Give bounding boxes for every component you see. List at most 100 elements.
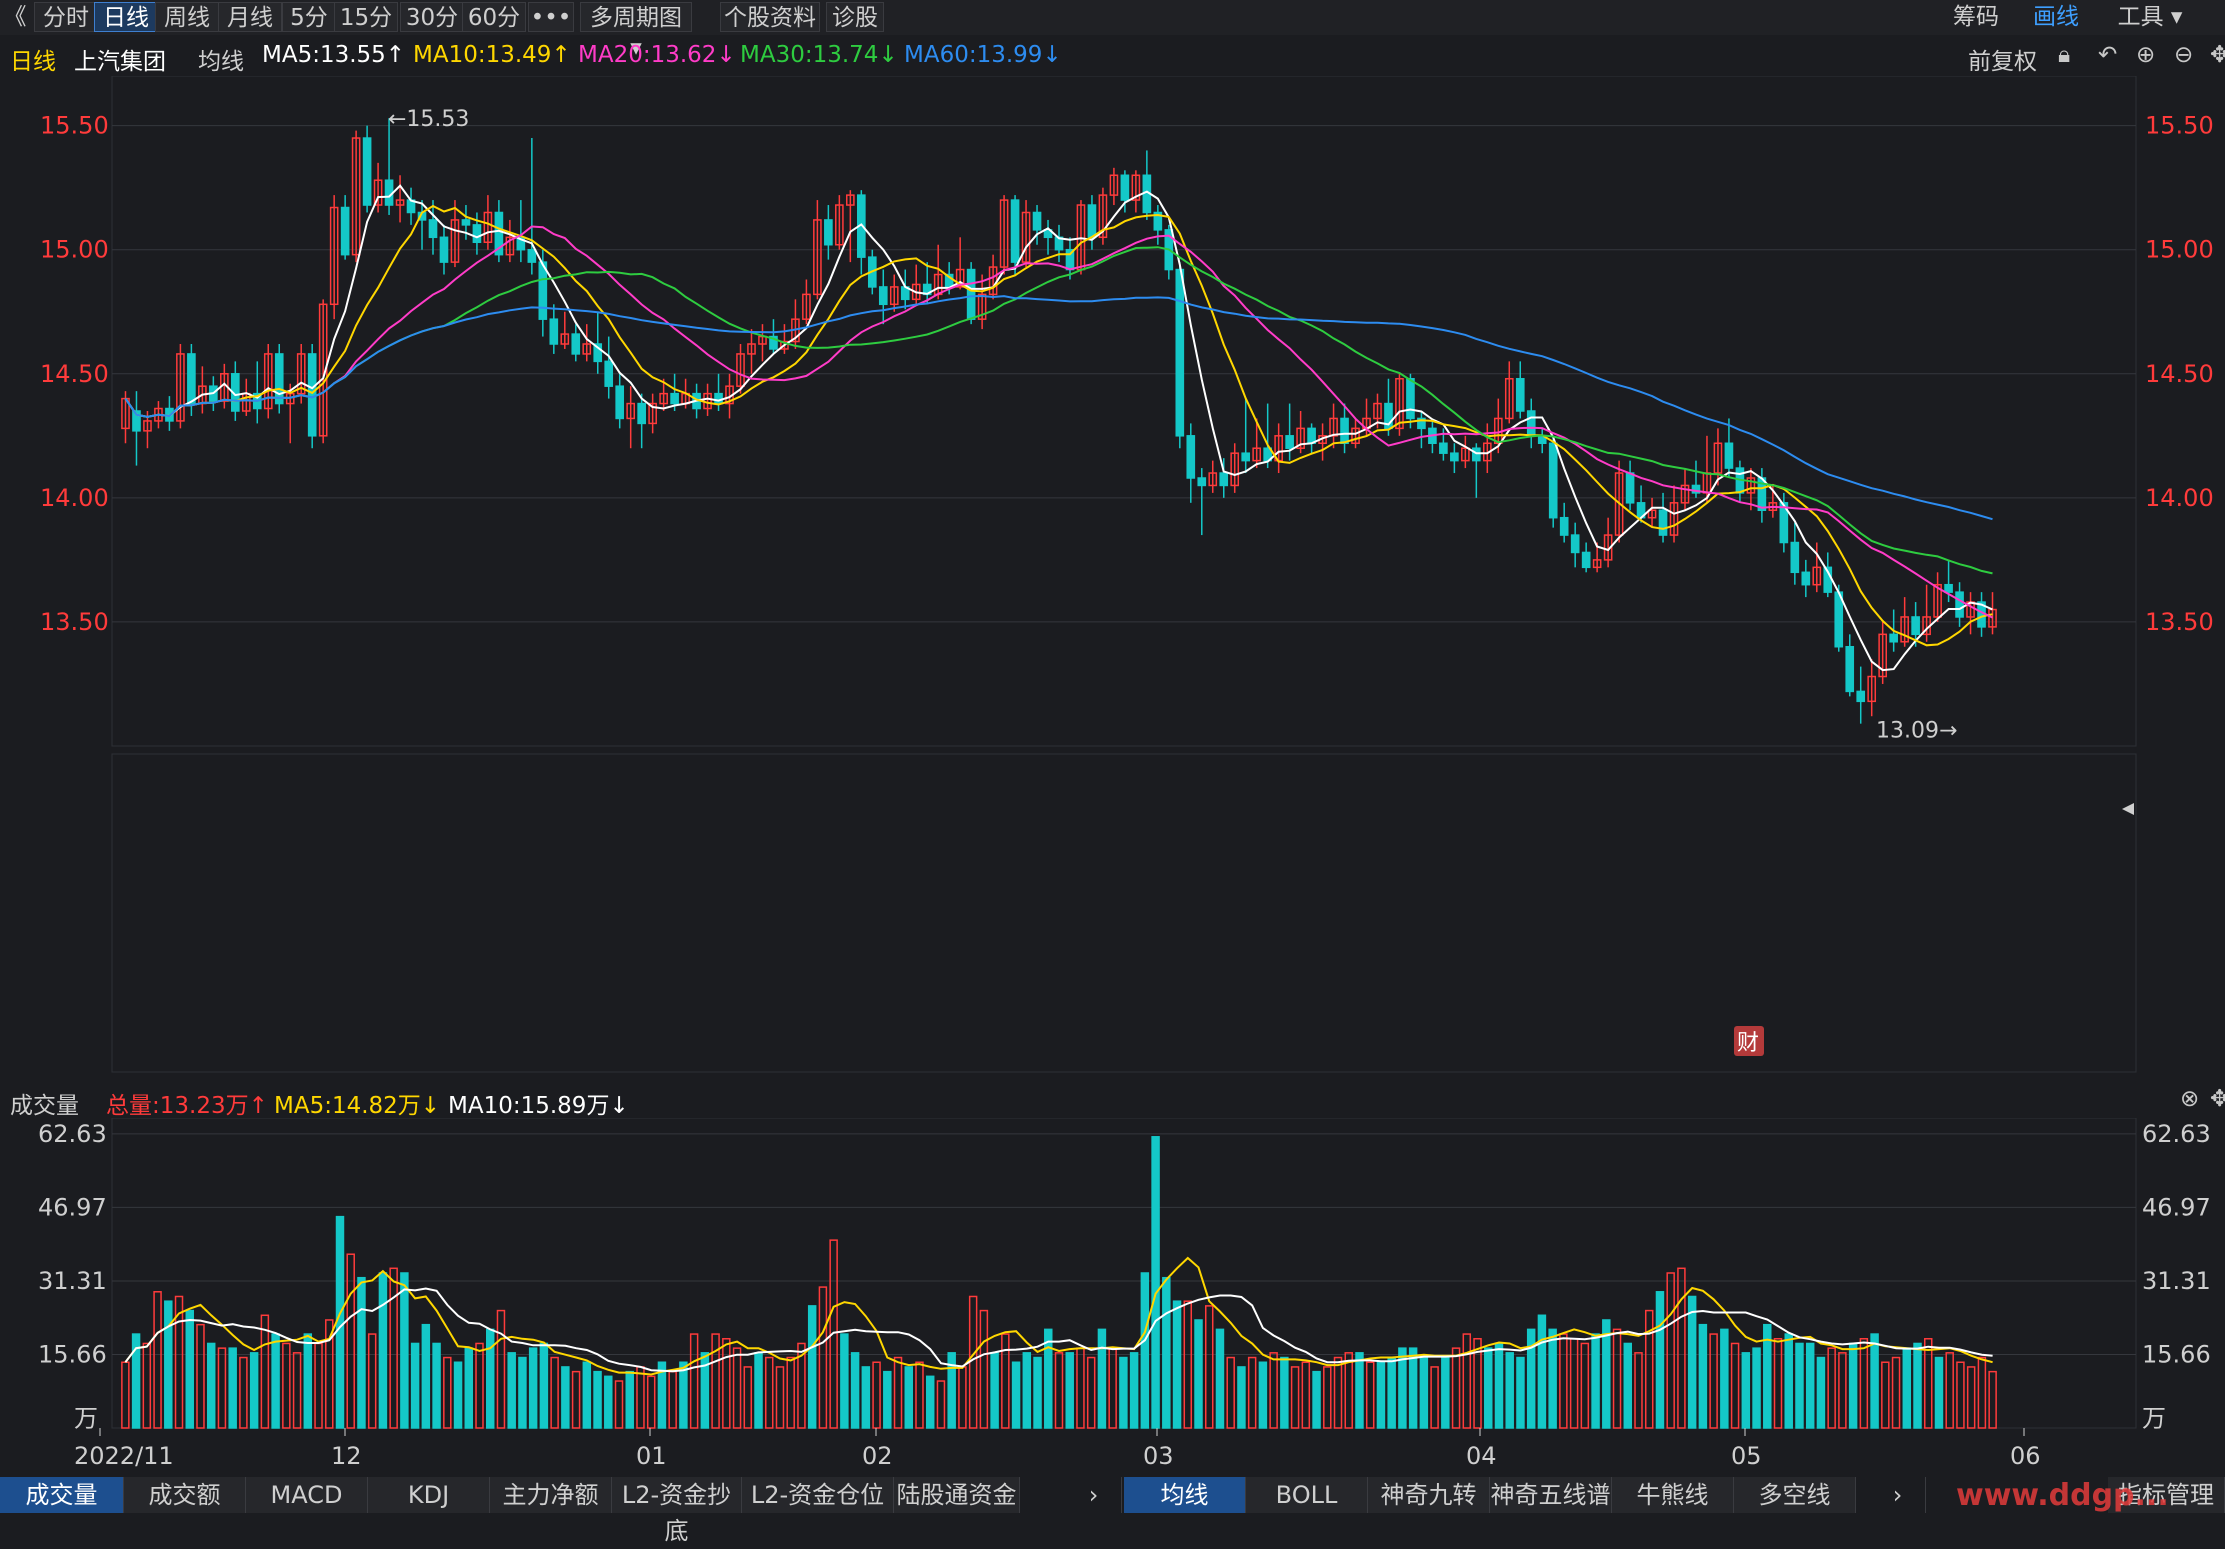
tab-8[interactable]: ••• (528, 2, 574, 32)
volume-bar (1462, 1333, 1472, 1429)
candle (1472, 447, 1481, 462)
volume-bar (1516, 1356, 1525, 1429)
chevron-right-icon[interactable]: › (1870, 1477, 1926, 1513)
candle (340, 206, 350, 256)
ma-tab-0[interactable]: 均线 (1124, 1477, 1246, 1513)
volume-bar (593, 1370, 602, 1429)
chevron-right-icon[interactable]: › (1066, 1477, 1122, 1513)
candle (1944, 583, 1953, 593)
chips-button[interactable]: 筹码 (1953, 4, 1999, 30)
candle (1867, 675, 1877, 703)
indicator-manage-button[interactable]: 指标管理 (2108, 1477, 2225, 1513)
tab-3[interactable]: 月线 (218, 2, 282, 32)
volume-bar (1591, 1333, 1600, 1429)
drag-handle-icon[interactable]: ✥ (2210, 42, 2225, 68)
tab-0[interactable]: 分时 (34, 2, 98, 32)
volume-bar (1097, 1328, 1107, 1429)
zoom-out-icon[interactable]: ⊖ (2174, 42, 2194, 68)
volume-bar (1891, 1356, 1901, 1429)
ma-tab-1[interactable]: BOLL (1246, 1477, 1368, 1513)
candle (1131, 174, 1141, 201)
candle (1395, 377, 1404, 430)
volume-bar (1805, 1342, 1815, 1429)
candle (1713, 442, 1723, 474)
tab-6[interactable]: 30分 (400, 2, 464, 32)
tab-5[interactable]: 15分 (334, 2, 398, 32)
candle (373, 179, 383, 206)
y-tick-right: 15.66 (2142, 1340, 2211, 1368)
volume-bar (1387, 1356, 1396, 1429)
volume-bar (1666, 1272, 1675, 1429)
undo-icon[interactable]: ↶ (2098, 42, 2118, 68)
volume-bar (539, 1342, 549, 1429)
tab-10[interactable]: 个股资料 (720, 2, 820, 32)
volume-bar (1301, 1361, 1311, 1429)
volume-bar (292, 1352, 302, 1429)
tab-9[interactable]: 多周期图 ▾ (580, 2, 692, 61)
candle (1515, 377, 1525, 412)
volume-bar (947, 1352, 956, 1429)
adjust-selector[interactable]: 前复权 (1968, 49, 2037, 75)
volume-label: 成交量 (10, 1093, 79, 1119)
volume-bar (925, 1375, 935, 1429)
ma-tab-4[interactable]: 牛熊线 (1612, 1477, 1734, 1513)
volume-bar (1763, 1323, 1772, 1429)
candle (1285, 435, 1294, 449)
volume-bar (303, 1333, 313, 1429)
ma30-line (124, 246, 1993, 575)
ma-tab-3[interactable]: 神奇五线谱 (1490, 1477, 1612, 1513)
candle (1186, 435, 1196, 479)
drag-handle-icon[interactable]: ✥ (2210, 1086, 2225, 1112)
volume-bar (1537, 1314, 1547, 1429)
volume-bar (754, 1352, 763, 1429)
indicator-tab-5[interactable]: L2-资金抄底 (612, 1477, 742, 1545)
indicator-tab-4[interactable]: 主力净额 (490, 1477, 612, 1513)
plot-frame (111, 76, 2137, 747)
candle (835, 204, 844, 246)
volume-bar (636, 1366, 645, 1429)
indicator-tab-6[interactable]: L2-资金仓位 (742, 1477, 894, 1513)
ma-tab-5[interactable]: 多空线 (1734, 1477, 1856, 1513)
volume-bar (1709, 1333, 1718, 1429)
candle (802, 293, 811, 320)
back-button[interactable]: 《 (3, 4, 27, 30)
indicator-tab-2[interactable]: MACD (246, 1477, 368, 1513)
tools-button[interactable]: 工具 ▾ (2100, 2, 2200, 32)
vol-ma10-line (124, 1287, 1993, 1373)
tab-1[interactable]: 日线 (94, 2, 158, 32)
tab-2[interactable]: 周线 (155, 2, 219, 32)
volume-bar (1237, 1366, 1246, 1429)
y-tick-right: 13.50 (2145, 608, 2214, 636)
indicator-tab-7[interactable]: 陆股通资金 (894, 1477, 1020, 1513)
indicator-tab-1[interactable]: 成交额 (124, 1477, 246, 1513)
volume-chart[interactable]: 62.63 62.63 46.97 46.97 31.31 31.31 15.66 15.66… (0, 1118, 2225, 1478)
indicator-tab-0[interactable]: 成交量 (0, 1477, 124, 1513)
zoom-in-icon[interactable]: ⊕ (2136, 42, 2156, 68)
volume-bar (1795, 1342, 1804, 1429)
volume-bar (614, 1380, 624, 1429)
indicator-tab-3[interactable]: KDJ (368, 1477, 490, 1513)
price-chart[interactable]: 15.50 15.50 15.00 15.00 14.50 14.50 14.00 14.00… (0, 76, 2225, 1076)
volume-bar (1269, 1352, 1278, 1429)
volume-bar (1956, 1361, 1965, 1429)
y-tick-right: 46.97 (2142, 1193, 2211, 1221)
candle (780, 340, 789, 350)
candle (549, 318, 559, 345)
candle (604, 360, 614, 387)
volume-bar (1151, 1136, 1160, 1429)
volume-bar (797, 1342, 806, 1429)
volume-bar (1859, 1338, 1869, 1429)
close-icon[interactable]: ⊗ (2180, 1086, 2200, 1112)
volume-bar (164, 1300, 173, 1429)
draw-line-button[interactable]: 画线 (2033, 4, 2079, 30)
candle (351, 137, 361, 256)
volume-bar (1687, 1295, 1697, 1429)
period-label: 日线 (10, 49, 56, 75)
volume-bar (765, 1356, 774, 1429)
ma-tab-2[interactable]: 神奇九转 (1368, 1477, 1490, 1513)
tab-7[interactable]: 60分 (462, 2, 526, 32)
volume-bar (1934, 1356, 1944, 1429)
lock-icon[interactable]: 🔒︎ (2058, 42, 2071, 68)
tab-11[interactable]: 诊股 (826, 2, 884, 32)
tab-4[interactable]: 5分 (282, 2, 336, 32)
